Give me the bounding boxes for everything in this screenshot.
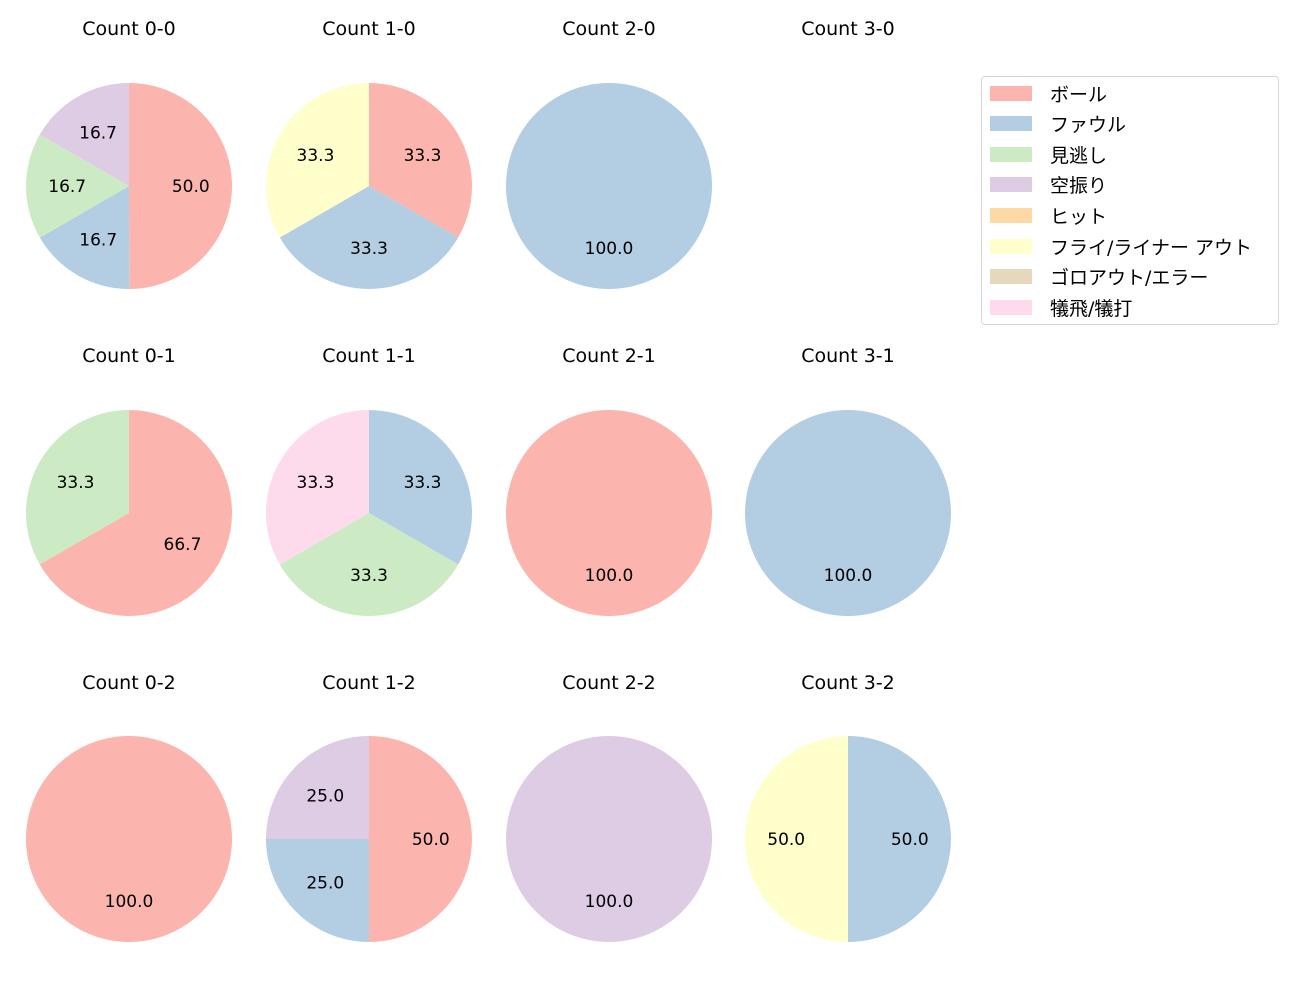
legend-label: 見逃し bbox=[1050, 144, 1108, 167]
pie-slice bbox=[369, 410, 473, 565]
slice-label: 25.0 bbox=[306, 874, 344, 894]
legend-label: 空振り bbox=[1050, 175, 1108, 198]
slice-label: 33.3 bbox=[404, 473, 442, 493]
slice-label: 100.0 bbox=[585, 892, 634, 912]
slice-label: 50.0 bbox=[891, 830, 929, 850]
pie-slice bbox=[266, 410, 369, 565]
legend-swatch bbox=[990, 269, 1032, 285]
pie-slice bbox=[26, 736, 232, 942]
pie-chart: Count 0-0 50.0 16.7 16.7 16.7 bbox=[25, 18, 232, 289]
pie-chart: Count 3-1 100.0 bbox=[745, 345, 951, 616]
legend-swatch bbox=[990, 177, 1032, 193]
slice-label: 25.0 bbox=[306, 786, 344, 806]
slice-label: 16.7 bbox=[48, 177, 86, 197]
legend: ボールファウル見逃し空振りヒットフライ/ライナー アウト ゴロアウト/エラー 犠飛/… bbox=[981, 76, 1279, 325]
pie-slice bbox=[745, 410, 951, 616]
pie-title: Count 1-1 bbox=[322, 345, 416, 367]
legend-label: ゴロアウト/エラー bbox=[1050, 267, 1209, 290]
slice-label: 16.7 bbox=[79, 123, 117, 143]
legend-label: 犠飛/犠打 bbox=[1050, 297, 1133, 320]
pie-chart: Count 1-1 33.3 33.3 33.3 bbox=[266, 345, 473, 616]
pie-slice bbox=[26, 409, 130, 565]
pie-chart: Count 2-0 100.0 bbox=[506, 18, 712, 289]
legend-item: フライ/ライナー アウト bbox=[990, 231, 1252, 261]
pie-slice bbox=[39, 83, 129, 186]
pie-chart: Count 1-2 50.0 25.0 25.0 bbox=[266, 672, 472, 942]
pie-title: Count 1-2 bbox=[322, 672, 416, 694]
legend-swatch bbox=[990, 299, 1032, 315]
pie-title: Count 3-0 bbox=[801, 18, 895, 40]
pie-chart: Count 1-0 33.3 33.3 33.3 bbox=[266, 18, 472, 289]
legend-item: ボール bbox=[990, 78, 1107, 108]
pie-slice bbox=[506, 736, 712, 942]
legend-swatch bbox=[990, 207, 1032, 223]
slice-label: 50.0 bbox=[412, 830, 450, 850]
slice-label: 33.3 bbox=[404, 146, 442, 166]
pie-slice bbox=[129, 83, 232, 289]
pie-slice bbox=[266, 839, 369, 942]
slice-label: 33.3 bbox=[350, 566, 388, 586]
legend-label: フライ/ライナー アウト bbox=[1050, 236, 1253, 259]
slice-label: 33.3 bbox=[297, 473, 335, 493]
pie-slice bbox=[266, 736, 369, 839]
pie-title: Count 3-1 bbox=[801, 345, 895, 367]
pie-slice bbox=[506, 410, 712, 616]
pie-slice bbox=[506, 83, 712, 289]
pie-chart: Count 3-0 bbox=[801, 18, 895, 40]
pie-title: Count 2-2 bbox=[562, 672, 656, 694]
slice-label: 100.0 bbox=[585, 239, 634, 259]
pie-slice bbox=[745, 736, 848, 942]
pie-title: Count 0-0 bbox=[82, 18, 176, 40]
pie-chart: Count 0-2 100.0 bbox=[26, 672, 232, 942]
slice-label: 16.7 bbox=[79, 231, 117, 251]
legend-item: 犠飛/犠打 bbox=[990, 292, 1132, 322]
pie-chart: Count 0-1 66.7 33.3 bbox=[26, 345, 233, 616]
legend-swatch bbox=[990, 116, 1032, 132]
pie-slice bbox=[39, 186, 130, 289]
legend-label: ファウル bbox=[1050, 114, 1127, 137]
slice-label: 100.0 bbox=[824, 566, 873, 586]
slice-label: 50.0 bbox=[767, 830, 805, 850]
legend-item: 空振り bbox=[990, 170, 1107, 200]
slice-label: 50.0 bbox=[172, 177, 210, 197]
pie-title: Count 2-1 bbox=[562, 345, 656, 367]
legend-item: 見逃し bbox=[990, 139, 1107, 169]
pie-slice bbox=[848, 736, 951, 942]
pie-title: Count 0-1 bbox=[82, 345, 176, 367]
legend-swatch bbox=[990, 238, 1032, 254]
pie-slice bbox=[25, 134, 129, 238]
slice-label: 33.3 bbox=[297, 146, 335, 166]
pie-slice bbox=[266, 83, 369, 238]
legend-label: ヒット bbox=[1050, 205, 1108, 228]
legend-swatch bbox=[990, 85, 1032, 101]
pie-title: Count 3-2 bbox=[801, 672, 895, 694]
slice-label: 100.0 bbox=[105, 892, 154, 912]
pie-title: Count 2-0 bbox=[562, 18, 656, 40]
pie-slice bbox=[39, 410, 233, 616]
slice-label: 100.0 bbox=[585, 566, 634, 586]
slice-label: 33.3 bbox=[57, 473, 95, 493]
legend-label: ボール bbox=[1050, 83, 1108, 106]
pie-chart: Count 3-2 50.0 50.0 bbox=[745, 672, 951, 942]
legend-swatch bbox=[990, 146, 1032, 162]
pie-chart: Count 2-2 100.0 bbox=[506, 672, 712, 942]
slice-label: 66.7 bbox=[164, 535, 202, 555]
pie-chart: Count 2-1 100.0 bbox=[506, 345, 712, 616]
legend-item: ゴロアウト/エラー bbox=[990, 262, 1208, 292]
legend-item: ヒット bbox=[990, 200, 1107, 230]
pie-slice bbox=[369, 83, 472, 238]
pie-title: Count 0-2 bbox=[82, 672, 176, 694]
slice-label: 33.3 bbox=[350, 239, 388, 259]
pie-slice bbox=[369, 736, 472, 942]
legend-item: ファウル bbox=[990, 109, 1126, 139]
pie-title: Count 1-0 bbox=[322, 18, 416, 40]
